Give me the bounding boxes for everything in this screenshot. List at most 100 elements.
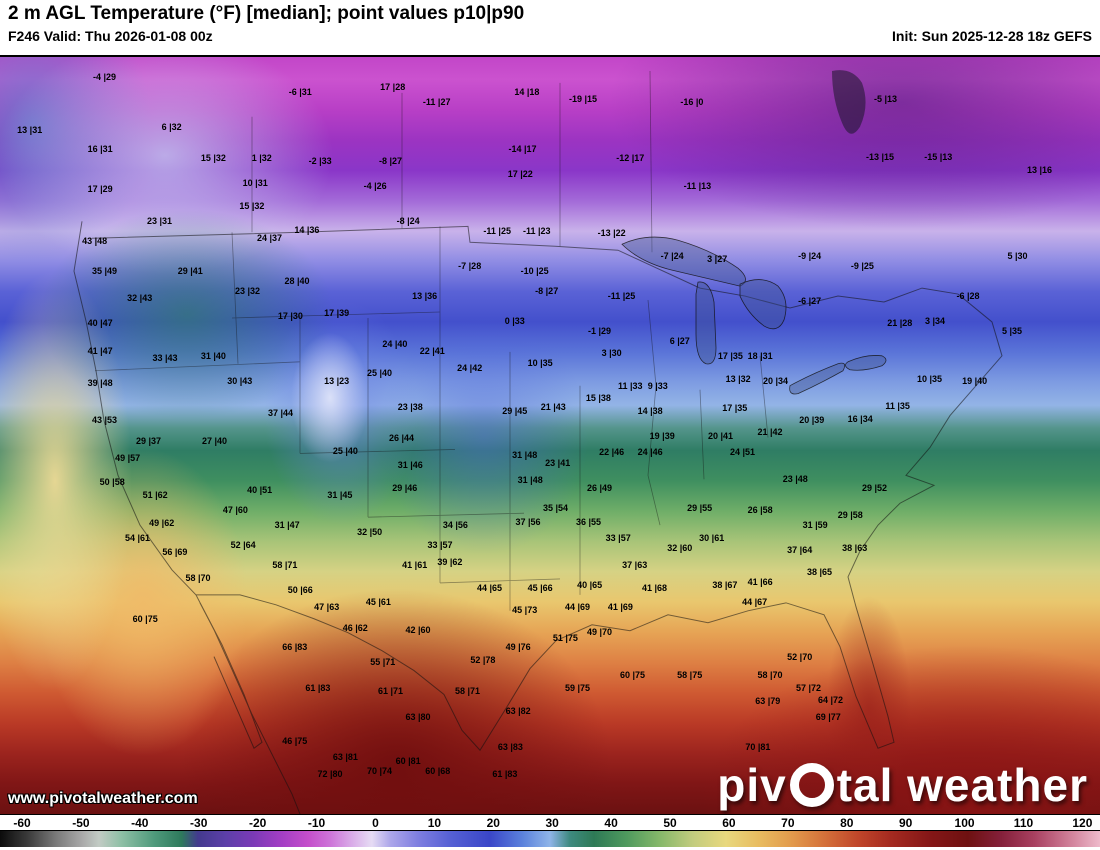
point-value: 15 |32 <box>200 153 226 164</box>
point-value: -6 |27 <box>798 295 822 306</box>
point-value: -11 |23 <box>523 226 551 237</box>
state-border <box>439 578 561 584</box>
lake-erie <box>789 362 846 395</box>
point-value: 61 |83 <box>305 682 331 693</box>
james-bay <box>832 70 866 134</box>
map-canvas[interactable]: -4 |29 -6 |31 17 |28 -11 |27 14 |18 -19 |15 -1… <box>0 55 1100 815</box>
colorbar-tick-label: -10 <box>307 816 326 830</box>
point-value: -6 |31 <box>288 86 312 97</box>
point-value: 70 |74 <box>366 765 393 776</box>
logo-text-prefix: piv <box>717 759 787 811</box>
point-value: 41 |69 <box>607 601 633 612</box>
colorbar-ticks: -60 -50 -40 -30 -20 -10 0 10 20 30 40 50 60 70 80 90 100… <box>0 815 1100 830</box>
point-value: 40 |51 <box>247 485 273 495</box>
point-value: 21 |28 <box>887 317 913 328</box>
point-value: 24 |42 <box>457 363 483 374</box>
point-value: 31 |47 <box>274 519 300 530</box>
point-value: 61 |71 <box>377 686 404 697</box>
point-value: -4 |29 <box>92 71 117 82</box>
point-value: 44 |69 <box>564 601 591 612</box>
point-value: 17 |28 <box>380 81 406 92</box>
point-value: 11 |35 <box>885 400 910 411</box>
point-value: -9 |25 <box>850 260 874 271</box>
point-value: 58 |70 <box>757 669 783 680</box>
point-value: 14 |38 <box>637 405 663 416</box>
state-border <box>699 389 705 480</box>
point-value: -14 |17 <box>508 144 537 155</box>
point-value: 57 |72 <box>795 682 822 693</box>
point-value: 16 |31 <box>87 144 113 155</box>
point-value: 22 |41 <box>419 345 445 356</box>
point-values-layer: -4 |29 -6 |31 17 |28 -11 |27 14 |18 -19 |15 -1… <box>0 57 1100 814</box>
point-value: 24 |37 <box>256 232 283 243</box>
point-value: 17 |30 <box>277 310 303 321</box>
map-borders <box>73 70 1003 814</box>
point-value: 63 |81 <box>332 752 358 763</box>
point-value: 58 |71 <box>272 559 298 570</box>
point-value: 60 |81 <box>395 756 421 766</box>
point-value: -7 |28 <box>458 260 482 271</box>
point-value: 17 |35 <box>717 351 743 361</box>
point-value: 29 |41 <box>177 266 203 277</box>
point-value: 42 |60 <box>405 625 431 636</box>
point-value: 14 |18 <box>514 86 540 97</box>
point-value: 3 |30 <box>601 347 622 358</box>
point-value: 17 |22 <box>507 168 533 179</box>
point-value: 26 |58 <box>747 505 773 516</box>
point-value: 51 |62 <box>142 490 168 501</box>
colorbar-tick-label: 120 <box>1072 816 1093 830</box>
baja-coastline <box>199 602 263 750</box>
point-value: 44 |67 <box>742 597 768 608</box>
colorbar-tick-label: 70 <box>781 816 795 830</box>
point-value: 23 |31 <box>146 216 173 227</box>
point-value: 36 |55 <box>575 516 602 527</box>
point-value: 32 |60 <box>667 543 693 554</box>
colorbar-tick-label: -40 <box>131 816 149 830</box>
map-header: 2 m AGL Temperature (°F) [median]; point… <box>0 0 1100 55</box>
point-value: -9 |24 <box>798 251 822 262</box>
point-value: 6 |27 <box>669 335 690 346</box>
point-value: 19 |40 <box>962 375 988 386</box>
colorbar-tick-label: -30 <box>190 816 208 830</box>
point-value: 56 |69 <box>162 547 188 558</box>
point-value: 19 |39 <box>649 430 675 441</box>
point-value: 44 |65 <box>476 582 503 593</box>
point-value: 3 |27 <box>707 254 728 265</box>
us-canada-border <box>91 225 959 309</box>
point-value: 52 |70 <box>787 652 813 663</box>
point-value: -16 |0 <box>680 96 704 107</box>
point-value: 18 |31 <box>747 351 773 361</box>
pivotal-weather-logo: piv tal weather <box>717 758 1088 812</box>
point-value: -8 |27 <box>535 285 559 296</box>
point-value: 45 |61 <box>365 597 391 608</box>
point-value: 61 |83 <box>492 768 518 779</box>
point-value: 13 |23 <box>324 375 350 386</box>
point-value: 11 |33 <box>618 380 643 391</box>
point-value: 40 |65 <box>577 579 603 590</box>
point-value: 10 |35 <box>527 357 553 368</box>
point-value: 43 |48 <box>82 235 108 246</box>
point-value: 38 |65 <box>806 566 833 577</box>
point-value: 13 |36 <box>412 291 438 302</box>
point-value: 29 |58 <box>837 509 863 520</box>
point-value: 17 |39 <box>324 307 350 318</box>
point-value: -7 |24 <box>660 251 684 262</box>
watermark-url: www.pivotalweather.com <box>8 790 198 807</box>
point-value: 9 |33 <box>647 380 668 391</box>
pacific-coastline <box>73 221 301 814</box>
point-value: 30 |43 <box>227 375 253 386</box>
state-border <box>94 361 301 372</box>
point-value: 5 |30 <box>1007 251 1028 262</box>
point-value: 17 |35 <box>722 403 748 414</box>
state-border <box>299 449 456 454</box>
point-value: 69 |77 <box>815 712 841 723</box>
point-value: 49 |62 <box>149 518 175 529</box>
point-value: 10 |35 <box>916 373 943 384</box>
point-value: 63 |82 <box>505 706 531 717</box>
point-value: 1 |32 <box>251 153 272 164</box>
point-value: 39 |62 <box>437 556 463 567</box>
point-value: 43 |53 <box>91 415 118 426</box>
point-value: 29 |46 <box>392 483 418 494</box>
point-value: 29 |55 <box>687 503 713 514</box>
